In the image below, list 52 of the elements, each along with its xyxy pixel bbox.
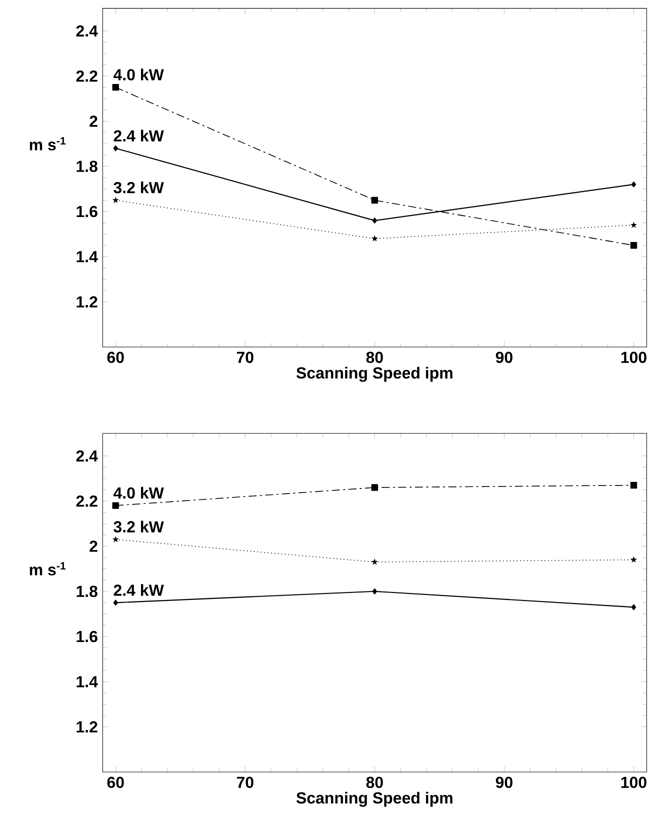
y-tick-label: 2.2 [76, 70, 98, 82]
series-label: 2.4 kW [114, 584, 164, 596]
y-tick-label: 1.8 [76, 160, 98, 172]
point [372, 588, 378, 594]
point [371, 196, 378, 204]
y-tick-label: 2 [90, 540, 98, 552]
x-tick-label: 80 [366, 352, 383, 364]
series-label: 4.0 kW [113, 68, 164, 80]
x-tick-label: 100 [621, 352, 646, 364]
x-tick-label: 90 [496, 776, 512, 788]
point [112, 196, 119, 204]
y-tick-label: 2.2 [76, 495, 98, 507]
point [112, 84, 119, 91]
y-tick-label: 1.4 [76, 251, 98, 262]
point [630, 222, 638, 228]
x-tick-label: 70 [236, 776, 254, 788]
point [631, 604, 636, 610]
point [630, 242, 638, 249]
series-label: 2.4 kW [114, 130, 164, 142]
y-tick-label: 1.4 [76, 676, 98, 688]
x-tick-label: 60 [107, 776, 124, 788]
y-tick-label: 1.6 [76, 630, 98, 642]
y-tick-label: 1.6 [76, 206, 98, 218]
x-tick-label: 90 [496, 352, 512, 364]
y-tick-label: 1.8 [76, 586, 98, 598]
point [630, 556, 638, 563]
x-tick-label: 80 [366, 776, 383, 788]
point [372, 218, 378, 224]
x-tick-label: 60 [107, 352, 124, 364]
y-tick-label: 1.2 [76, 296, 98, 308]
y-tick-label: 2.4 [76, 25, 98, 36]
point [371, 484, 378, 491]
y-tick-label: 2 [90, 116, 98, 127]
point [371, 235, 378, 242]
y-tick-label: 1.2 [76, 721, 98, 732]
y-axis-title: m s$^{-1}$ [30, 562, 66, 576]
y-tick-label: 2.4 [76, 450, 98, 462]
point [112, 536, 119, 542]
series-label: 4.0 kW [113, 486, 164, 499]
series-label: 3.2 kW [114, 520, 164, 533]
point [112, 502, 119, 509]
point [371, 558, 378, 565]
y-axis-title: m s$^{-1}$ [30, 137, 66, 150]
x-tick-label: 100 [621, 776, 646, 788]
point [113, 145, 118, 152]
point [113, 600, 118, 606]
x-axis-title: Scanning Speed ipm [296, 792, 452, 807]
x-axis-title: Scanning Speed ipm [296, 366, 452, 382]
point [631, 181, 636, 188]
point [630, 482, 638, 489]
x-tick-label: 70 [236, 352, 254, 364]
series-label: 3.2 kW [114, 182, 164, 194]
